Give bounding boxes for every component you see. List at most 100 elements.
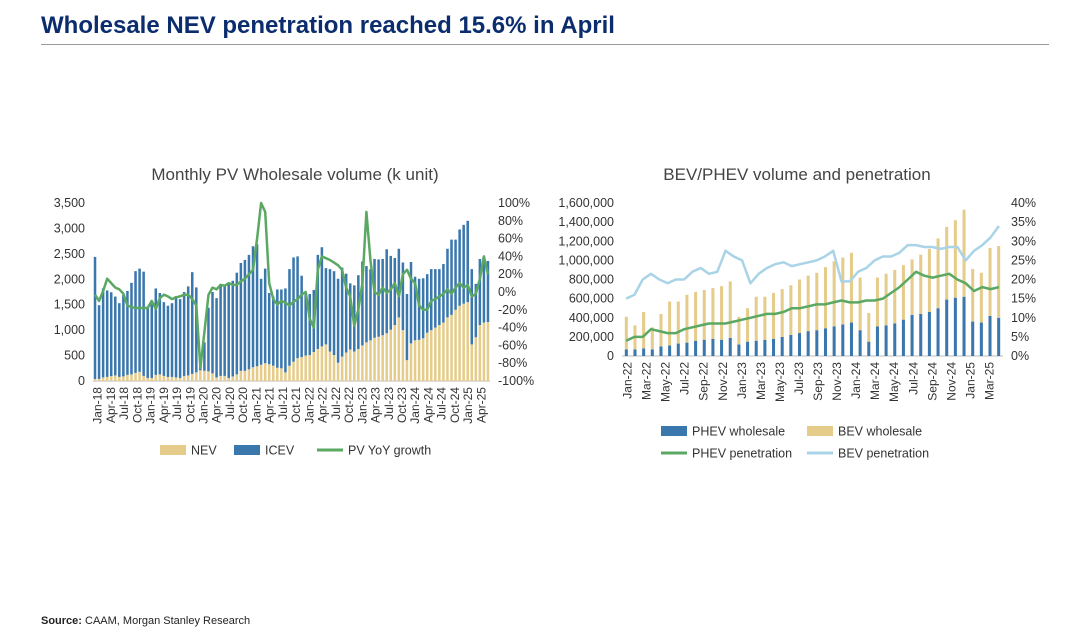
bar-nev xyxy=(109,376,113,381)
bar-nev xyxy=(134,372,137,381)
bar-icev xyxy=(122,295,125,377)
x-tick-label: Mar-22 xyxy=(640,362,654,400)
bar-icev xyxy=(332,271,336,356)
legend-label: PHEV penetration xyxy=(692,447,792,461)
bar-icev xyxy=(158,293,162,375)
bar-nev xyxy=(203,370,206,381)
bar-icev xyxy=(450,239,453,315)
bar-nev xyxy=(377,336,380,381)
bar-nev xyxy=(348,349,352,381)
bar-bev-wholesale xyxy=(979,272,983,323)
bar-nev xyxy=(385,333,388,381)
bar-nev xyxy=(393,325,397,381)
bar-phev-wholesale xyxy=(979,322,983,356)
bar-nev xyxy=(381,335,384,381)
bar-nev xyxy=(474,337,478,381)
bar-phev-wholesale xyxy=(685,342,689,356)
x-tick-label: May-22 xyxy=(659,362,673,402)
bar-nev xyxy=(158,374,162,381)
bar-nev xyxy=(101,377,105,381)
y-left-tick-label: 1,500 xyxy=(54,298,85,312)
bar-icev xyxy=(130,282,133,375)
bar-bev-wholesale xyxy=(685,294,689,343)
bar-nev xyxy=(255,366,259,381)
bar-icev xyxy=(316,254,320,349)
x-tick-label: Nov-22 xyxy=(716,362,730,401)
bar-icev xyxy=(101,288,105,378)
monthly-pv-wholesale-chart: Monthly PV Wholesale volume (k unit) 0 50… xyxy=(54,165,534,458)
bar-nev xyxy=(413,340,417,381)
bar-nev xyxy=(130,374,133,381)
bar-nev xyxy=(353,351,356,381)
bar-icev xyxy=(300,275,303,358)
bar-nev xyxy=(235,374,239,381)
bar-nev xyxy=(450,314,453,381)
bar-bev-wholesale xyxy=(867,312,871,342)
bar-phev-wholesale xyxy=(763,339,767,356)
x-tick-label: Oct-20 xyxy=(236,387,250,423)
bar-nev xyxy=(409,343,413,381)
legend-swatch-box xyxy=(160,445,186,455)
bar-nev xyxy=(182,375,186,381)
bar-icev xyxy=(361,261,364,346)
bar-icev xyxy=(470,269,474,345)
y-left-tick-label: 3,000 xyxy=(54,221,85,235)
bar-nev xyxy=(365,342,368,381)
penetration-lines-group xyxy=(625,225,1000,342)
bar-nev xyxy=(336,362,340,381)
bar-icev xyxy=(486,260,490,323)
y-left-tick-label: 2,000 xyxy=(54,272,85,286)
bar-icev xyxy=(174,296,178,378)
bar-nev xyxy=(178,377,182,381)
bar-nev xyxy=(146,377,149,381)
x-tick-label: Oct-24 xyxy=(448,387,462,423)
x-tick-label: Oct-23 xyxy=(395,387,409,423)
bar-phev-wholesale xyxy=(650,349,654,356)
bar-nev xyxy=(166,376,170,381)
x-tick-label: Sep-24 xyxy=(925,362,939,401)
bar-phev-wholesale xyxy=(702,339,706,356)
chart-title: Monthly PV Wholesale volume (k unit) xyxy=(151,165,438,184)
y-right-tick-label: 100% xyxy=(498,196,530,210)
bar-icev xyxy=(413,276,417,341)
x-tick-label: Oct-19 xyxy=(183,387,197,423)
bar-phev-wholesale xyxy=(962,296,966,356)
bar-nev xyxy=(438,325,441,381)
bar-nev xyxy=(195,372,198,381)
x-tick-label: Nov-23 xyxy=(830,362,844,401)
bar-icev xyxy=(344,273,348,353)
x-tick-label: Jan-23 xyxy=(735,362,749,399)
bar-phev-wholesale xyxy=(659,346,663,356)
x-tick-label: Sep-23 xyxy=(811,362,825,401)
bar-icev xyxy=(170,303,174,377)
bar-phev-wholesale xyxy=(858,330,862,356)
bar-nev xyxy=(267,364,271,381)
bar-bev-wholesale xyxy=(823,267,828,329)
x-tick-label: Apr-18 xyxy=(104,387,118,423)
bar-nev xyxy=(280,368,283,381)
bar-nev xyxy=(466,302,469,381)
bar-bev-wholesale xyxy=(962,209,966,297)
bar-icev xyxy=(389,255,393,330)
bar-phev-wholesale xyxy=(841,324,845,356)
bar-nev xyxy=(114,375,117,381)
bar-nev xyxy=(251,367,255,381)
bar-bev-wholesale xyxy=(668,301,672,346)
x-tick-label: Jul-20 xyxy=(223,387,237,420)
line-phev-penetration xyxy=(625,270,1000,342)
bar-phev-wholesale xyxy=(867,341,871,356)
bar-nev xyxy=(458,305,461,381)
bar-bev-wholesale xyxy=(659,313,663,347)
y-left-tick-label: 3,500 xyxy=(54,196,85,210)
x-tick-label: Apr-22 xyxy=(316,387,330,423)
y-right-tick-label: 30% xyxy=(1011,234,1036,248)
x-tick-label: Apr-23 xyxy=(369,387,383,423)
bar-icev xyxy=(186,286,190,376)
bar-phev-wholesale xyxy=(668,345,672,356)
x-tick-label: May-24 xyxy=(887,362,901,402)
bar-icev xyxy=(190,272,194,374)
y-left-tick-label: 1,000,000 xyxy=(558,253,614,267)
y-left-tick-label: 1,000 xyxy=(54,323,85,337)
y-right-tick-label: -20% xyxy=(498,303,527,317)
bar-nev xyxy=(462,303,465,381)
